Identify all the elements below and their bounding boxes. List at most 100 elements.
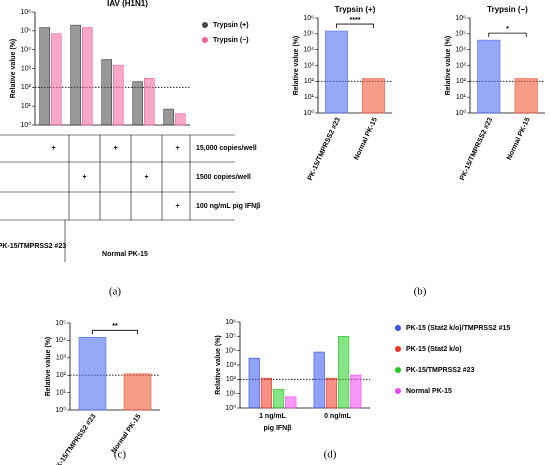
bar xyxy=(82,27,93,126)
row-label: 15,000 copies/well xyxy=(196,145,257,152)
bar xyxy=(78,337,107,411)
y-tick-label: 10³ xyxy=(226,362,237,369)
significance-label: ** xyxy=(112,323,118,330)
significance-label: * xyxy=(506,26,509,33)
y-tick-label: 10⁰ xyxy=(225,404,236,412)
group-label: PK-15/TMPRSS2 #23 xyxy=(0,243,66,250)
legend-label: Trypsin (+) xyxy=(213,22,249,29)
y-tick-label: 10⁶ xyxy=(225,319,236,326)
significance-bracket xyxy=(92,329,138,335)
y-tick-label: 10⁵ xyxy=(455,31,466,38)
x-tick-label: 1 ng/mL xyxy=(259,413,287,420)
y-tick-label: 10² xyxy=(21,84,32,91)
chart-title: IAV (H1N1) xyxy=(107,0,148,8)
y-tick-label: 10⁴ xyxy=(20,47,31,54)
legend-marker xyxy=(395,388,401,394)
table-cell: + xyxy=(51,145,55,152)
y-tick-label: 10⁴ xyxy=(225,348,236,355)
x-tick-label: PK-15/TMPRSS2 #23 xyxy=(307,117,342,182)
bar xyxy=(144,78,155,126)
panel-label: (a) xyxy=(109,286,122,298)
table-cell: + xyxy=(113,145,117,152)
y-tick-label: 10⁶ xyxy=(455,15,466,22)
bar xyxy=(70,24,82,126)
legend-label: Normal PK-15 xyxy=(406,388,452,395)
legend-label: PK-15/TMPRSS2 #23 xyxy=(406,367,475,374)
x-tick-label: PK-15/TMPRSS2 #23 xyxy=(459,117,494,182)
bar xyxy=(272,389,285,409)
y-tick-label: 10⁵ xyxy=(55,320,66,327)
significance-label: **** xyxy=(350,17,361,24)
bar xyxy=(50,33,62,126)
y-tick-label: 10² xyxy=(56,372,67,379)
y-tick-label: 10² xyxy=(226,376,237,383)
group-label: Normal PK-15 xyxy=(102,251,148,258)
y-tick-label: 10⁵ xyxy=(225,333,236,340)
y-tick-label: 10⁴ xyxy=(55,337,66,344)
panel-label: (b) xyxy=(414,286,427,298)
y-tick-label: 10¹ xyxy=(21,103,32,110)
bar xyxy=(123,373,152,411)
legend-marker xyxy=(202,22,208,28)
bar xyxy=(477,39,501,114)
y-tick-label: 10¹ xyxy=(226,391,237,398)
table-cell: + xyxy=(144,174,148,181)
y-tick-label: 10¹ xyxy=(56,389,67,396)
bar xyxy=(285,396,297,409)
y-axis-label: Relative value (%) xyxy=(215,335,222,395)
y-tick-label: 10⁰ xyxy=(455,109,466,117)
bar xyxy=(313,351,325,409)
bar xyxy=(362,78,385,114)
legend-marker xyxy=(202,37,208,43)
y-tick-label: 10⁶ xyxy=(303,15,314,22)
panel-label: (c) xyxy=(114,449,127,461)
y-tick-label: 10³ xyxy=(56,355,67,362)
bar xyxy=(260,377,272,409)
x-tick-label: Normal PK-15 xyxy=(506,117,532,162)
legend-marker xyxy=(395,367,401,373)
y-tick-label: 10¹ xyxy=(456,94,467,101)
legend-marker xyxy=(395,346,401,352)
y-tick-label: 10⁵ xyxy=(20,28,31,35)
panel-label: (d) xyxy=(324,449,337,461)
legend-label: PK-15 (Stat2 k/o)/TMPRSS2 #15 xyxy=(406,325,510,332)
significance-bracket xyxy=(336,23,374,29)
y-axis-label: Relative value (%) xyxy=(45,337,52,397)
y-tick-label: 10¹ xyxy=(304,94,315,101)
bar xyxy=(514,78,538,114)
y-axis-label: Relative value (%) xyxy=(10,39,17,99)
bar xyxy=(175,113,186,126)
bar xyxy=(39,27,50,126)
bar xyxy=(132,81,144,126)
table-cell: + xyxy=(175,145,179,152)
bar xyxy=(163,108,175,126)
y-tick-label: 10³ xyxy=(21,65,32,72)
row-label: 1500 copies/well xyxy=(196,174,251,181)
x-tick-label: PK-15/TMPRSS2 #23 xyxy=(53,413,98,465)
x-tick-label: Normal PK-15 xyxy=(353,117,379,162)
y-tick-label: 10⁶ xyxy=(20,9,31,16)
legend-label: PK-15 (Stat2 k/o) xyxy=(406,346,462,353)
y-tick-label: 10⁴ xyxy=(455,47,466,54)
y-tick-label: 10⁰ xyxy=(303,109,314,117)
row-label: 100 ng/mL pig IFNβ xyxy=(196,203,261,210)
bar xyxy=(248,357,260,409)
y-tick-label: 10² xyxy=(304,78,315,85)
x-axis-label: pig IFNβ xyxy=(264,425,293,432)
x-tick-label: 0 ng/mL xyxy=(324,413,352,420)
bar xyxy=(325,30,348,114)
y-tick-label: 10⁰ xyxy=(20,121,31,129)
y-tick-label: 10⁵ xyxy=(303,31,314,38)
significance-bracket xyxy=(488,32,527,38)
bar xyxy=(113,64,124,126)
y-tick-label: 10³ xyxy=(456,62,467,69)
bar xyxy=(350,374,362,409)
chart-title: Trypsin (−) xyxy=(487,5,528,14)
table-cell: + xyxy=(82,174,86,181)
y-axis-label: Relative value (%) xyxy=(293,36,300,96)
legend-label: Trypsin (−) xyxy=(213,37,249,44)
bar xyxy=(101,59,113,126)
y-tick-label: 10² xyxy=(456,78,467,85)
y-tick-label: 10⁴ xyxy=(303,47,314,54)
